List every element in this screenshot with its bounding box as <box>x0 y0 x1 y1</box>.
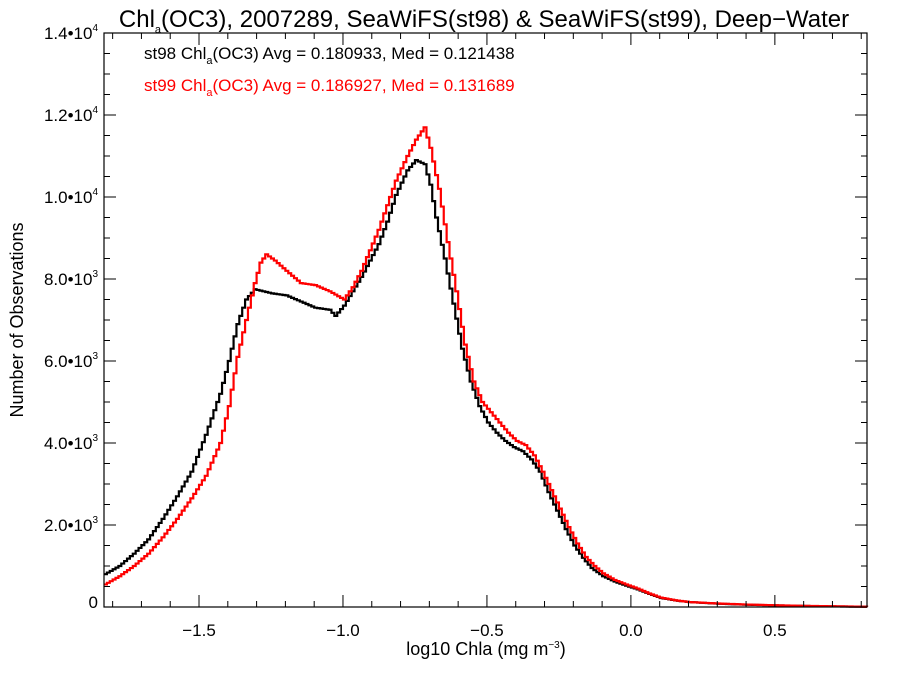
x-tick-label: −0.5 <box>470 621 504 640</box>
chart-title: Chla(OC3), 2007289, SeaWiFS(st98) & SeaW… <box>119 6 849 36</box>
legend-st99: st99 Chla(OC3) Avg = 0.186927, Med = 0.1… <box>144 76 515 99</box>
x-tick-label: −1.0 <box>326 621 360 640</box>
x-tick-label: −1.5 <box>182 621 216 640</box>
series-layer <box>104 126 869 608</box>
y-tick-label: 6.0•103 <box>44 351 99 371</box>
y-tick-label: 1.2•104 <box>44 105 99 125</box>
y-tick-label: 2.0•103 <box>44 515 99 535</box>
plot-area <box>103 32 869 608</box>
x-tick-labels: −1.5 −1.0 −0.5 0.0 0.5 <box>182 621 786 640</box>
y-tick-label: 1.0•104 <box>44 187 99 207</box>
y-tick-label: 8.0•103 <box>44 269 99 289</box>
y-axis-label: Number of Observations <box>7 222 27 417</box>
x-tick-label: 0.5 <box>763 621 787 640</box>
y-tick-label: 0 <box>89 593 98 612</box>
legend-st98: st98 Chla(OC3) Avg = 0.180933, Med = 0.1… <box>144 44 515 67</box>
x-tick-label: 0.0 <box>619 621 643 640</box>
y-tick-label: 4.0•103 <box>44 433 99 453</box>
y-tick-label: 1.4•104 <box>44 23 99 43</box>
y-tick-labels: 0 2.0•103 4.0•103 6.0•103 8.0•103 1.0•104 1.2•… <box>44 23 99 612</box>
series-line-st99 <box>104 126 869 608</box>
axis-ticks <box>104 32 867 608</box>
x-axis-label: log10 Chla (mg m−3) <box>406 639 565 659</box>
